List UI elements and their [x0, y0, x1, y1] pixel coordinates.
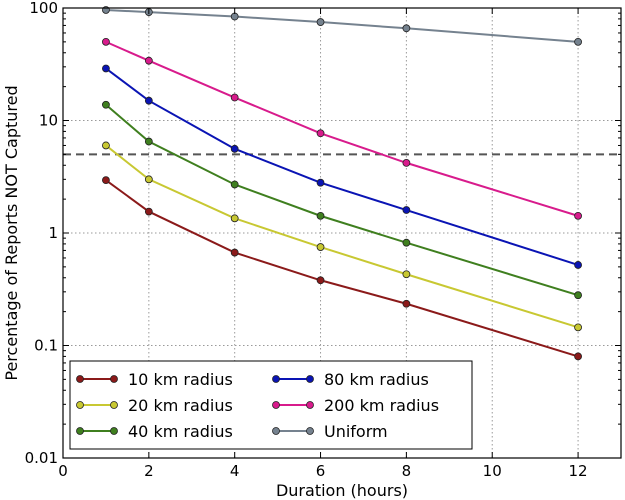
x-tick-label: 6 — [316, 462, 326, 480]
data-point — [574, 261, 582, 269]
data-point — [574, 352, 582, 361]
data-point — [574, 37, 582, 46]
legend-entry: 10 km radius — [76, 370, 233, 389]
data-point — [402, 270, 411, 279]
data-point — [230, 93, 239, 102]
x-tick-label: 10 — [483, 462, 502, 480]
series-line — [105, 144, 579, 329]
data-point — [144, 175, 153, 184]
y-tick-label: 1 — [48, 224, 58, 242]
series-200-km-radius — [102, 37, 582, 220]
data-point — [402, 24, 411, 33]
data-point — [402, 299, 411, 308]
legend-entry: 80 km radius — [272, 370, 429, 389]
legend-marker — [76, 427, 84, 435]
y-tick-label: 0.1 — [34, 337, 58, 355]
legend-marker — [306, 375, 314, 383]
legend-marker — [76, 401, 84, 409]
data-point — [316, 129, 325, 138]
data-point — [402, 158, 411, 167]
data-point — [230, 214, 239, 223]
data-point — [102, 141, 110, 150]
data-point — [316, 18, 325, 26]
data-point — [402, 206, 411, 214]
series-line — [105, 8, 579, 43]
legend-label: 80 km radius — [324, 370, 429, 389]
x-tick-label: 4 — [230, 462, 240, 480]
x-tick-label: 12 — [569, 462, 588, 480]
legend-marker — [110, 401, 118, 409]
legend-marker — [272, 375, 280, 383]
data-point — [144, 207, 153, 216]
legend-entry: Uniform — [272, 422, 388, 441]
data-point — [144, 96, 153, 105]
data-point — [316, 211, 325, 220]
series-line — [105, 67, 579, 266]
series-10-km-radius — [102, 176, 582, 361]
legend-box — [69, 360, 473, 450]
data-point — [102, 37, 110, 46]
data-point — [316, 243, 325, 251]
series-80-km-radius — [102, 64, 582, 269]
series-line — [105, 179, 579, 358]
data-point — [230, 180, 239, 189]
legend-marker — [110, 427, 118, 435]
legend-marker — [272, 427, 280, 435]
data-point — [102, 176, 110, 185]
data-point — [316, 178, 325, 187]
legend-label: 40 km radius — [128, 422, 233, 441]
x-tick-label: 0 — [58, 462, 68, 480]
legend-label: 10 km radius — [128, 370, 233, 389]
legend-entry: 200 km radius — [272, 396, 439, 415]
data-point — [230, 12, 239, 21]
x-tick-label: 2 — [144, 462, 154, 480]
data-point — [144, 56, 153, 65]
data-point — [230, 248, 239, 257]
data-point — [144, 137, 153, 146]
series-line — [105, 104, 579, 297]
series-line — [105, 40, 579, 217]
series-20-km-radius — [102, 141, 582, 332]
legend-entry: 40 km radius — [76, 422, 233, 441]
data-point — [574, 211, 582, 220]
data-point — [230, 144, 239, 153]
x-axis-ticks: 0 2 4 6 8 10 12 — [58, 8, 588, 480]
legend-label: Uniform — [324, 422, 388, 441]
data-point — [574, 291, 582, 300]
legend-label: 200 km radius — [324, 396, 439, 415]
data-point — [574, 323, 582, 332]
legend-entry: 20 km radius — [76, 396, 233, 415]
series-uniform — [102, 6, 582, 46]
legend-marker — [306, 401, 314, 409]
legend-marker — [272, 401, 280, 409]
data-point — [402, 238, 411, 247]
data-point — [102, 64, 110, 73]
data-point — [316, 276, 325, 285]
data-point — [102, 100, 110, 109]
y-tick-label: 0.01 — [25, 449, 58, 467]
y-axis-label: Percentage of Reports NOT Captured — [2, 85, 21, 380]
legend-marker — [110, 375, 118, 383]
legend-marker — [76, 375, 84, 383]
legend: 10 km radius 20 km radius 40 km radius 80 k… — [69, 360, 473, 450]
series-layer — [102, 6, 582, 361]
legend-marker — [306, 427, 314, 435]
series-40-km-radius — [102, 100, 582, 300]
y-tick-label: 10 — [39, 112, 58, 130]
legend-label: 20 km radius — [128, 396, 233, 415]
x-tick-label: 8 — [402, 462, 412, 480]
x-axis-label: Duration (hours) — [276, 481, 408, 500]
y-tick-label: 100 — [29, 0, 58, 17]
y-axis-ticks: 0.01 0.1 1 10 100 — [25, 0, 621, 467]
